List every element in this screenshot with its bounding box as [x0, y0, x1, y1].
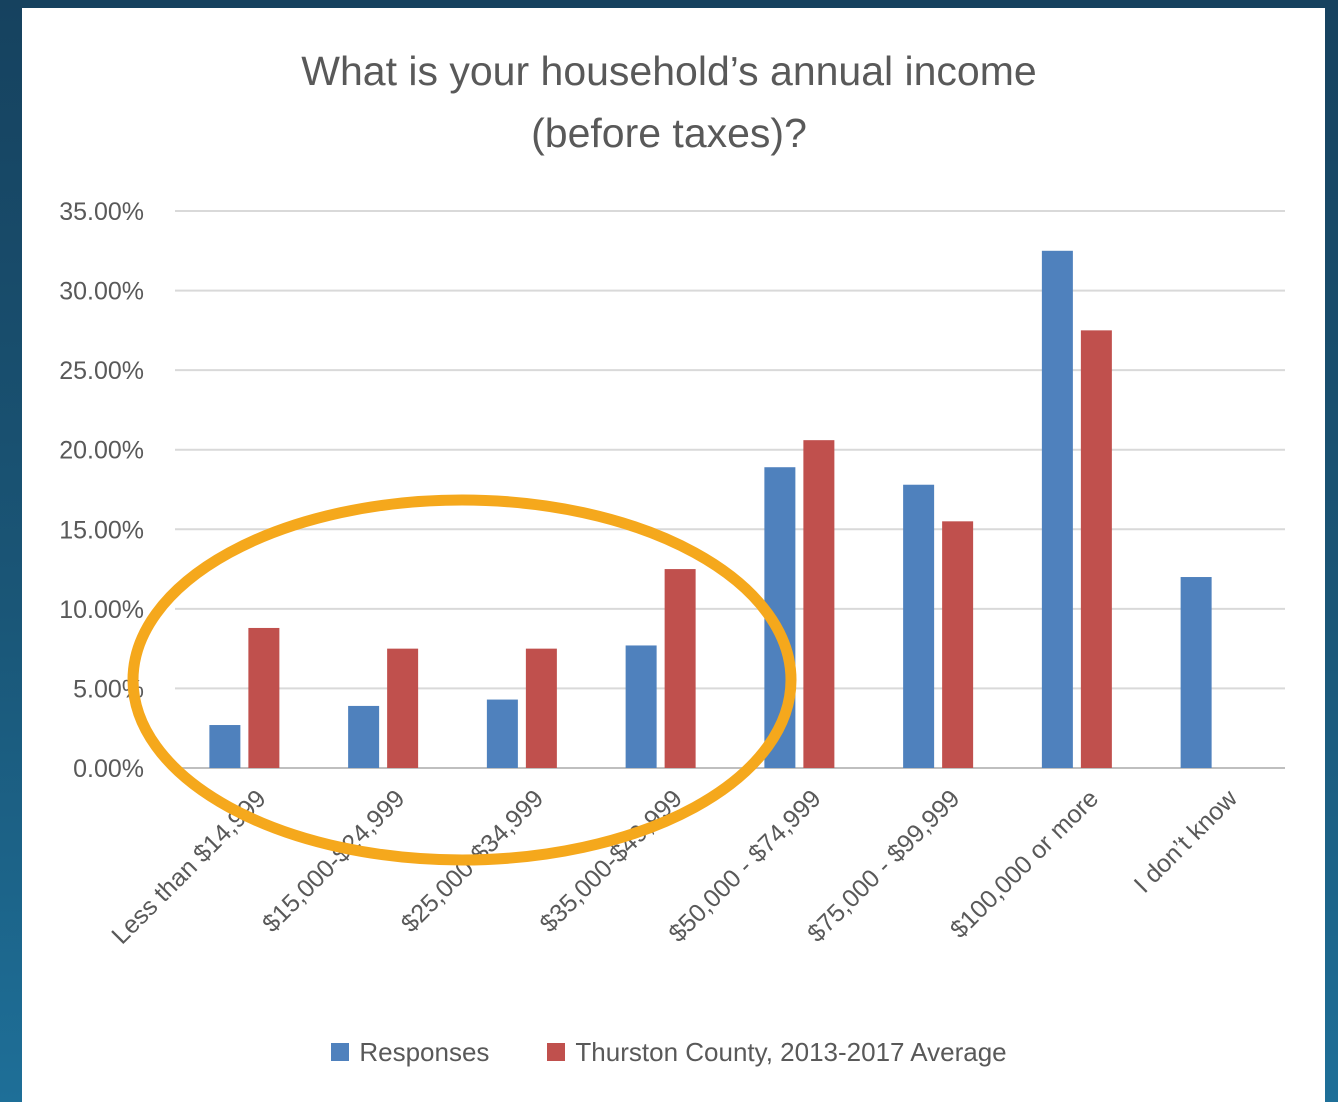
y-tick-label: 35.00% [59, 198, 144, 226]
x-tick-label: $75,000 - $99,999 [802, 784, 965, 947]
bar-responses [1041, 250, 1073, 769]
bar-responses [625, 645, 657, 768]
bar-responses [209, 725, 241, 768]
legend-swatch-thurston [547, 1043, 566, 1061]
bar-thurston [664, 569, 696, 768]
bar-responses [348, 705, 380, 768]
chart-title-line-2: (before taxes)? [531, 110, 807, 156]
bar-responses [903, 484, 935, 768]
bar-responses [1180, 577, 1212, 768]
legend-label-thurston: Thurston County, 2013-2017 Average [575, 1036, 1007, 1067]
x-tick-label: I don’t know [1129, 784, 1244, 899]
bar-thurston [1080, 330, 1112, 768]
x-tick-label: $35,000-$49,999 [534, 784, 687, 937]
bar-thurston [942, 521, 974, 768]
y-tick-label: 30.00% [59, 278, 144, 306]
x-tick-label: $15,000-$24,999 [257, 784, 410, 937]
y-tick-label: 25.00% [59, 357, 144, 385]
y-tick-label: 15.00% [59, 516, 144, 544]
highlight-ellipse [127, 494, 797, 866]
bar-thurston [803, 440, 835, 768]
legend-item-responses: Responses [331, 1037, 489, 1068]
bar-thurston [525, 648, 557, 768]
y-tick-label: 10.00% [59, 596, 144, 624]
x-tick-label: $100,000 or more [945, 784, 1104, 943]
bar-responses [486, 699, 518, 768]
legend-label-responses: Responses [359, 1036, 490, 1067]
legend-item-thurston: Thurston County, 2013-2017 Average [547, 1036, 1007, 1068]
chart-title-line-1: What is your household’s annual income [301, 48, 1037, 94]
chart-legend: Responses Thurston County, 2013-2017 Ave… [0, 1034, 1338, 1070]
legend-swatch-responses [331, 1043, 350, 1061]
bar-thurston [248, 627, 280, 768]
y-tick-label: 0.00% [73, 755, 144, 783]
x-tick-label: Less than $14,999 [106, 784, 271, 949]
chart-title: What is your household’s annual income (… [0, 40, 1338, 164]
y-tick-label: 20.00% [59, 437, 144, 465]
bar-thurston [387, 648, 419, 768]
